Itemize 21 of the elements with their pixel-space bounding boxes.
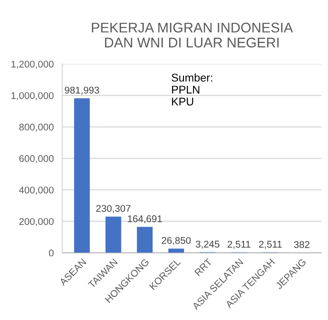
- bar: [106, 216, 122, 253]
- annotation: Sumber: PPLN KPU: [172, 73, 212, 106]
- data-label: 230,307: [96, 204, 130, 214]
- data-label: 3,245: [196, 240, 220, 249]
- y-tick-label: 0: [48, 250, 54, 256]
- chart-title: PEKERJA MIGRAN INDONESIA DAN WNI DI LUAR NEGERI: [92, 22, 293, 48]
- data-label: 382: [294, 241, 310, 248]
- data-label: 2,511: [259, 240, 282, 249]
- y-tick-label: 1,200,000: [11, 60, 54, 69]
- y-tick-label: 800,000: [19, 124, 54, 132]
- y-tick-label: 600,000: [19, 155, 54, 164]
- data-label: 26,850: [162, 236, 191, 246]
- data-label: 981,993: [64, 86, 100, 95]
- bar: [168, 248, 184, 253]
- bar: [74, 98, 90, 253]
- y-tick-label: 200,000: [19, 218, 54, 226]
- bar: [136, 226, 153, 253]
- y-tick-label: 1,000,000: [11, 92, 54, 100]
- data-label: 2,511: [228, 240, 250, 249]
- data-label: 164,691: [128, 215, 162, 224]
- y-tick-label: 400,000: [19, 186, 54, 195]
